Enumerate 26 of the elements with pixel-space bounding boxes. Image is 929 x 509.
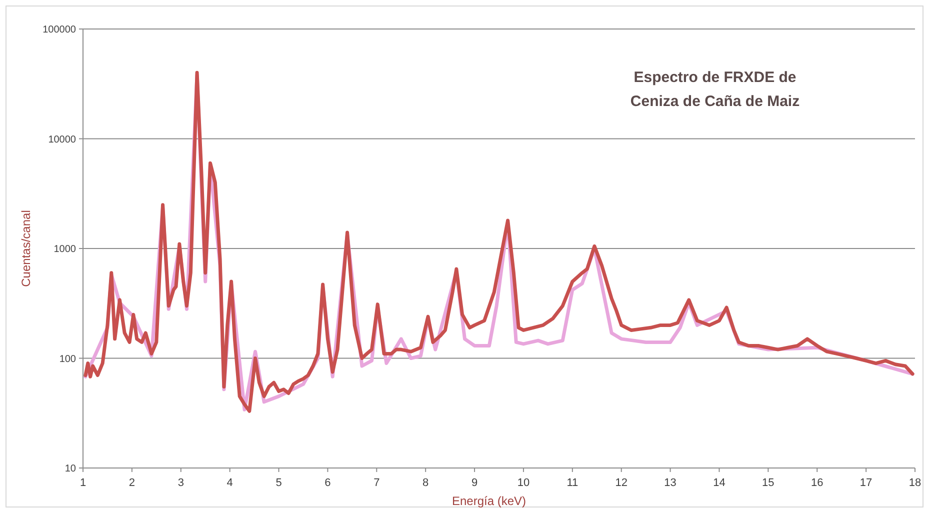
x-tick-label: 5 <box>276 477 282 489</box>
x-tick-label: 1 <box>80 477 86 489</box>
x-tick-label: 3 <box>178 477 184 489</box>
y-tick-label: 1000 <box>54 244 76 255</box>
x-tick-label: 15 <box>762 477 774 489</box>
x-tick-label: 10 <box>517 477 530 489</box>
x-tick-label: 9 <box>471 477 478 489</box>
x-tick-label: 11 <box>566 477 578 489</box>
x-tick-label: 16 <box>810 477 824 489</box>
y-tick-label: 100 <box>59 354 76 365</box>
text: Espectro de FRXDE de Ceniza de Caña de Maiz <box>630 69 800 110</box>
y-tick-label: 10 <box>64 464 76 474</box>
x-tick-label: 14 <box>713 477 726 489</box>
y-tick-label: 10000 <box>48 134 76 146</box>
x-tick-label: 4 <box>226 477 233 489</box>
y-axis-title: Cuentas/canal <box>19 210 33 287</box>
x-tick-label: 2 <box>128 477 136 489</box>
x-tick-label: 13 <box>664 477 676 489</box>
x-axis-title: Energía (keV) <box>452 494 526 508</box>
x-tick-label: 8 <box>422 477 429 489</box>
x-tick-label: 7 <box>374 477 380 489</box>
x-tick-label: 18 <box>908 477 922 489</box>
x-tick-label: 17 <box>860 477 872 489</box>
x-tick-label: 6 <box>324 477 331 489</box>
x-tick-label: 12 <box>615 477 628 489</box>
y-tick-label: 100000 <box>42 24 76 36</box>
